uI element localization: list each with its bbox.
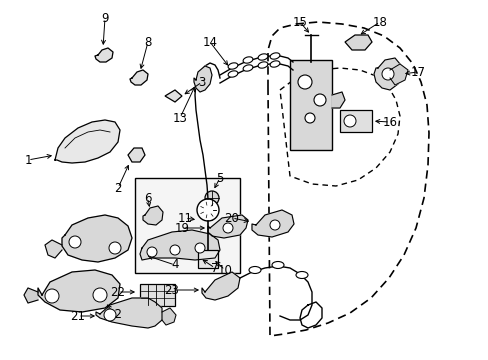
Ellipse shape bbox=[258, 54, 267, 60]
Ellipse shape bbox=[271, 261, 284, 269]
Text: 3: 3 bbox=[198, 76, 205, 89]
Bar bbox=[289, 60, 331, 150]
Bar bbox=[198, 250, 218, 268]
Text: 17: 17 bbox=[409, 66, 425, 78]
Ellipse shape bbox=[295, 271, 307, 279]
Polygon shape bbox=[24, 288, 38, 303]
Bar bbox=[140, 284, 175, 306]
Polygon shape bbox=[345, 35, 371, 50]
Bar bbox=[339, 110, 371, 132]
Circle shape bbox=[195, 243, 204, 253]
Text: 6: 6 bbox=[144, 192, 151, 204]
Text: 23: 23 bbox=[164, 284, 179, 297]
Polygon shape bbox=[202, 272, 240, 300]
Text: 4: 4 bbox=[171, 258, 179, 271]
Circle shape bbox=[170, 245, 180, 255]
Text: 16: 16 bbox=[382, 116, 397, 129]
Circle shape bbox=[69, 236, 81, 248]
Polygon shape bbox=[331, 92, 345, 108]
Polygon shape bbox=[373, 58, 401, 90]
Text: 18: 18 bbox=[372, 15, 386, 28]
Polygon shape bbox=[128, 148, 145, 162]
Polygon shape bbox=[96, 298, 162, 328]
Ellipse shape bbox=[269, 53, 279, 59]
Text: 1: 1 bbox=[24, 153, 32, 166]
Polygon shape bbox=[140, 230, 220, 260]
Text: 7: 7 bbox=[211, 261, 218, 274]
Polygon shape bbox=[130, 70, 148, 85]
Text: 9: 9 bbox=[101, 12, 108, 24]
Circle shape bbox=[104, 309, 116, 321]
Polygon shape bbox=[62, 215, 132, 262]
Text: 15: 15 bbox=[292, 15, 307, 28]
Polygon shape bbox=[45, 240, 62, 258]
Circle shape bbox=[223, 223, 232, 233]
Circle shape bbox=[297, 75, 311, 89]
Ellipse shape bbox=[227, 63, 237, 69]
Circle shape bbox=[197, 199, 219, 221]
Ellipse shape bbox=[227, 71, 237, 77]
Polygon shape bbox=[251, 210, 293, 237]
Circle shape bbox=[313, 94, 325, 106]
Polygon shape bbox=[207, 215, 247, 238]
Text: 19: 19 bbox=[174, 221, 189, 234]
Text: 21: 21 bbox=[70, 310, 85, 323]
Text: 14: 14 bbox=[202, 36, 217, 49]
Text: 2: 2 bbox=[114, 181, 122, 194]
Polygon shape bbox=[162, 308, 176, 325]
Ellipse shape bbox=[243, 65, 252, 71]
Circle shape bbox=[381, 68, 393, 80]
Circle shape bbox=[343, 115, 355, 127]
Circle shape bbox=[93, 288, 107, 302]
Polygon shape bbox=[38, 270, 120, 312]
Polygon shape bbox=[164, 90, 182, 102]
Ellipse shape bbox=[243, 57, 252, 63]
Bar bbox=[135, 178, 240, 273]
Circle shape bbox=[45, 289, 59, 303]
Polygon shape bbox=[389, 64, 407, 85]
Ellipse shape bbox=[258, 62, 267, 68]
Circle shape bbox=[269, 220, 280, 230]
Text: 20: 20 bbox=[224, 211, 239, 225]
Text: 22: 22 bbox=[110, 285, 125, 298]
Polygon shape bbox=[95, 48, 113, 62]
Text: 8: 8 bbox=[144, 36, 151, 49]
Ellipse shape bbox=[248, 266, 261, 274]
Text: 11: 11 bbox=[177, 211, 192, 225]
Text: 10: 10 bbox=[217, 264, 232, 276]
Polygon shape bbox=[194, 66, 212, 92]
Text: 5: 5 bbox=[216, 171, 223, 184]
Text: 13: 13 bbox=[172, 112, 187, 125]
Ellipse shape bbox=[269, 61, 279, 67]
Text: 12: 12 bbox=[107, 309, 122, 321]
Circle shape bbox=[109, 242, 121, 254]
Polygon shape bbox=[142, 206, 163, 225]
Polygon shape bbox=[55, 120, 120, 163]
Circle shape bbox=[305, 113, 314, 123]
Circle shape bbox=[147, 247, 157, 257]
Circle shape bbox=[204, 191, 219, 205]
